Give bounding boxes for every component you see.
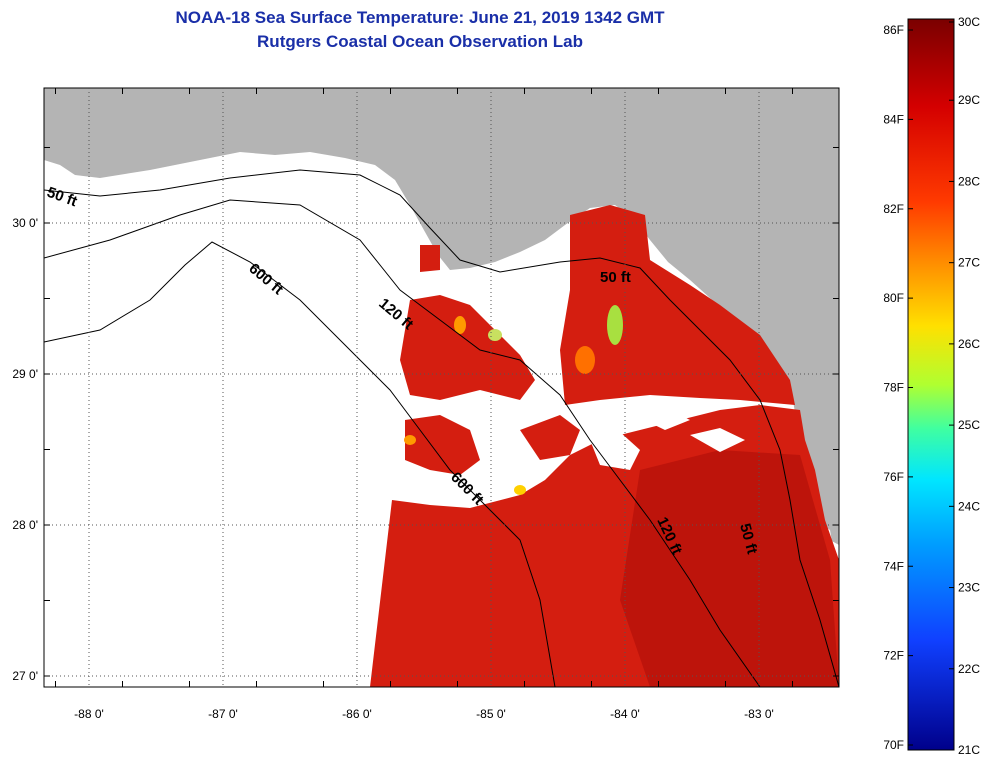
sst-field-hot — [620, 450, 839, 687]
colorbar-f-label: 80F — [883, 291, 904, 305]
map-frame — [43, 87, 840, 688]
colorbar-c-label: 30C — [958, 15, 980, 29]
colorbar-f-label: 82F — [883, 202, 904, 216]
sst-patch-east — [520, 415, 580, 460]
colorbar-c-label: 25C — [958, 418, 980, 432]
lon-tick-label: -83 0' — [744, 707, 774, 721]
colorbar-f-label: 70F — [883, 738, 904, 752]
colorbar-f-label: 76F — [883, 470, 904, 484]
colorbar-f-label: 74F — [883, 559, 904, 573]
lat-tick-label: 28 0' — [12, 518, 38, 532]
lon-tick-label: -84 0' — [610, 707, 640, 721]
sst-warm-spot — [575, 346, 595, 374]
lat-tick-label: 29 0' — [12, 367, 38, 381]
graticule — [44, 88, 839, 687]
axis-ticks: 30 0' 29 0' 28 0' 27 0' -88 0' -87 0' -86 0' -8… — [12, 88, 839, 721]
map-subtitle: Rutgers Coastal Ocean Observation Lab — [257, 32, 583, 51]
contour-50ft — [44, 169, 839, 687]
lon-tick-label: -88 0' — [74, 707, 104, 721]
colorbar — [907, 18, 955, 751]
colorbar-c-label: 26C — [958, 337, 980, 351]
sst-warm-spot — [454, 316, 466, 334]
colorbar-c-label: 28C — [958, 174, 980, 188]
colorbar-f-label: 84F — [883, 112, 904, 126]
sst-cool-spot — [488, 329, 502, 341]
land-peninsula-west — [70, 112, 100, 168]
colorbar-c-label: 23C — [958, 581, 980, 595]
colorbar-c-label: 29C — [958, 93, 980, 107]
colorbar-c-label: 22C — [958, 662, 980, 676]
colorbar-ticks: 86F 84F 82F 80F 78F 76F 74F 72F 70F 30C 29C 28C 27C 2… — [883, 15, 980, 757]
colorbar-c-label: 27C — [958, 256, 980, 270]
colorbar-c-label: 21C — [958, 743, 980, 757]
contour-600ft — [44, 241, 556, 687]
land-area — [44, 88, 839, 545]
lon-tick-label: -87 0' — [208, 707, 238, 721]
lat-tick-label: 27 0' — [12, 669, 38, 683]
sst-patch-north — [560, 205, 795, 405]
map-title: NOAA-18 Sea Surface Temperature: June 21… — [175, 8, 665, 27]
sst-patch-small — [420, 245, 440, 272]
colorbar-f-label: 72F — [883, 649, 904, 663]
sst-cool-spot — [607, 305, 623, 345]
cloud-gap — [640, 410, 690, 430]
lon-tick-label: -86 0' — [342, 707, 372, 721]
lon-tick-label: -85 0' — [476, 707, 506, 721]
colorbar-c-label: 24C — [958, 499, 980, 513]
contour-120ft — [44, 199, 761, 687]
contour-label: 50 ft — [600, 269, 631, 286]
sst-warm-spot — [404, 435, 416, 445]
colorbar-f-label: 78F — [883, 381, 904, 395]
lat-tick-label: 30 0' — [12, 216, 38, 230]
sst-patch-west — [400, 295, 535, 400]
colorbar-f-label: 86F — [883, 23, 904, 37]
sst-warm-spot — [514, 485, 526, 495]
cloud-gap — [590, 432, 640, 470]
sst-patch-mid — [405, 415, 480, 475]
cloud-gap — [690, 428, 745, 452]
